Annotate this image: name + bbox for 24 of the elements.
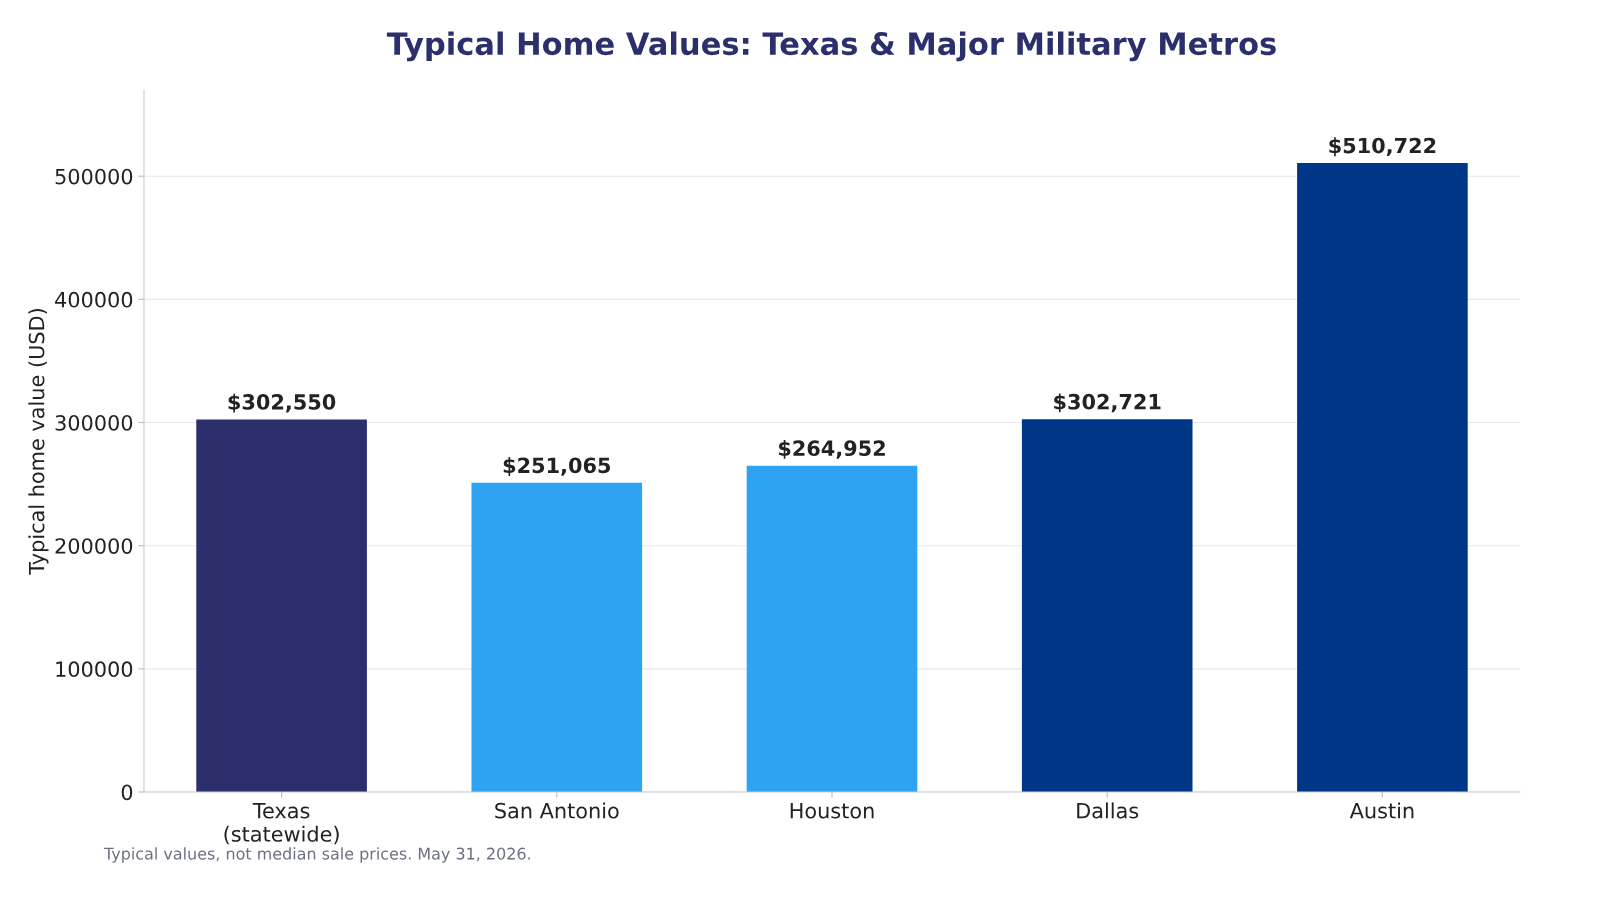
y-tick-label: 400000 — [55, 291, 133, 308]
data-label: $264,952 — [778, 439, 885, 459]
bar — [746, 465, 918, 792]
x-tick-label: San Antonio — [495, 802, 619, 819]
y-tick-label: 100000 — [56, 661, 133, 678]
data-label: $302,721 — [1054, 393, 1161, 413]
y-axis-title: Typical home value (USD) — [28, 309, 49, 575]
data-label: $302,550 — [228, 393, 336, 413]
y-tick-label: 300000 — [55, 414, 133, 431]
bar — [196, 419, 367, 792]
data-label: $510,722 — [1329, 137, 1436, 157]
x-tick-label: Texas (statewide) — [224, 803, 339, 845]
bar — [471, 482, 643, 792]
chart-title: Typical Home Values: Texas & Major Military Metros — [386, 31, 1276, 62]
x-tick-label: Houston — [790, 803, 874, 819]
bar — [1297, 163, 1468, 792]
y-tick-label: 0 — [121, 784, 133, 801]
x-tick-label: Austin — [1349, 802, 1414, 819]
x-tick-label: Dallas — [1077, 802, 1139, 819]
y-tick-label: 200000 — [55, 538, 133, 554]
data-label: $251,065 — [503, 457, 611, 476]
bar — [1021, 419, 1193, 792]
text: Typical values, not median sale prices. May 31, 2026. — [103, 847, 530, 863]
y-tick-label: 500000 — [55, 168, 133, 185]
